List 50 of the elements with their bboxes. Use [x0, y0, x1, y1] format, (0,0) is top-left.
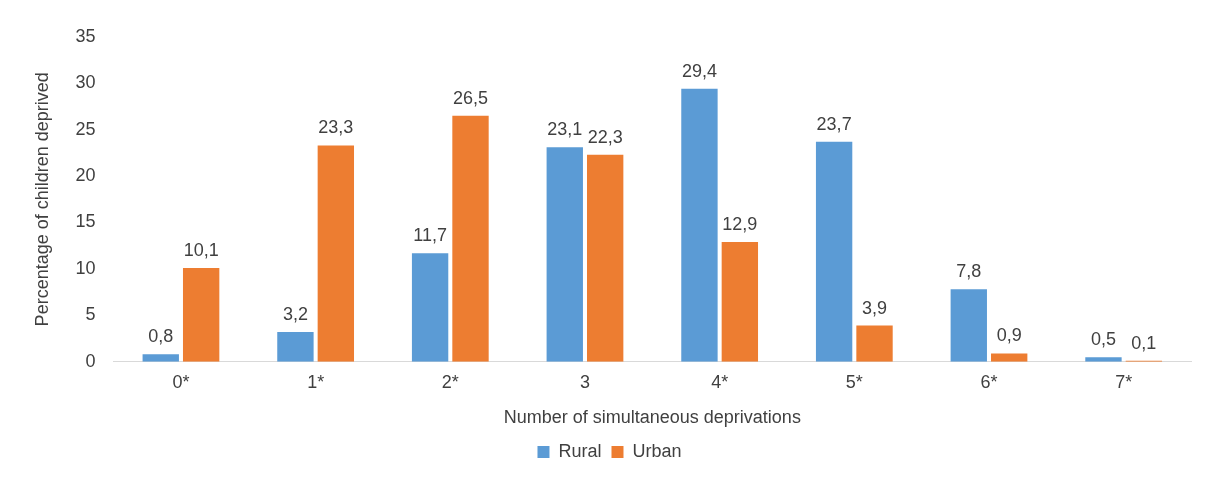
x-tick-label: 6* — [980, 371, 998, 392]
bar — [317, 145, 355, 362]
bar — [142, 354, 179, 362]
x-tick-label: 0* — [172, 371, 190, 392]
y-tick-label: 25 — [75, 118, 96, 139]
y-tick-label: 10 — [75, 257, 96, 278]
data-label: 26,5 — [452, 87, 489, 108]
data-label: 29,4 — [681, 60, 717, 81]
data-label: 0,8 — [148, 326, 174, 347]
x-tick-label: 5* — [845, 371, 863, 392]
data-label: 0,9 — [996, 325, 1022, 346]
x-tick-label: 2* — [441, 371, 459, 392]
data-label: 23,7 — [816, 113, 852, 134]
legend-label: Rural — [558, 440, 602, 461]
bar — [277, 332, 314, 362]
y-tick-label: 20 — [75, 165, 96, 186]
bar — [856, 325, 893, 362]
bar — [950, 289, 987, 362]
x-tick-label: 7* — [1115, 371, 1133, 392]
y-tick-label: 35 — [75, 25, 96, 46]
bar — [721, 242, 759, 362]
data-label: 3,9 — [862, 297, 888, 318]
data-label: 23,1 — [547, 119, 583, 140]
legend-label: Urban — [632, 440, 682, 461]
bar — [587, 154, 624, 362]
data-label: 12,9 — [722, 213, 758, 234]
bar — [815, 141, 853, 362]
data-label: 0,1 — [1131, 332, 1157, 353]
x-tick-label: 1* — [307, 371, 325, 392]
y-tick-label: 30 — [75, 72, 96, 93]
x-tick-label: 3 — [579, 371, 590, 392]
data-label: 10,1 — [183, 239, 219, 260]
bar — [681, 88, 718, 362]
data-label: 23,3 — [318, 117, 354, 138]
y-tick-label: 0 — [85, 350, 96, 371]
data-label: 7,8 — [956, 261, 982, 282]
y-tick-label: 5 — [85, 304, 96, 325]
bar — [182, 268, 220, 362]
y-tick-label: 15 — [75, 211, 96, 232]
bar — [991, 353, 1028, 362]
bar — [546, 147, 583, 362]
bar — [411, 253, 449, 362]
y-axis-title: Percentage of children deprived — [31, 72, 52, 327]
x-axis-title: Number of simultaneous deprivations — [503, 407, 801, 428]
data-label: 3,2 — [282, 304, 308, 325]
x-tick-label: 4* — [711, 371, 729, 392]
bar — [452, 115, 489, 362]
data-label: 22,3 — [587, 126, 623, 147]
data-label: 11,7 — [413, 225, 447, 246]
data-label: 0,5 — [1090, 329, 1116, 350]
